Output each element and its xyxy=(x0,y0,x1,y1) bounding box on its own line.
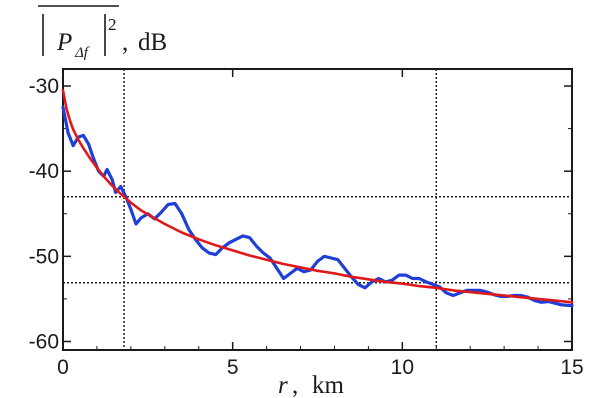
series-group xyxy=(61,89,574,308)
series-line-blue xyxy=(61,105,574,308)
x-tick-label: 5 xyxy=(227,356,239,379)
y-axis-title-sep: , xyxy=(122,29,128,56)
y-axis-title-subscript: Δf xyxy=(74,45,90,61)
y-tick-label: -50 xyxy=(29,245,59,268)
x-axis-title-var: r xyxy=(278,372,288,398)
series-line-red xyxy=(61,89,574,304)
x-tick-label: 10 xyxy=(391,356,414,379)
axis-ticks: 0 5 10 15 -30 -40 -50 -60 xyxy=(29,69,584,379)
y-tick-label: -60 xyxy=(29,330,59,353)
y-axis-title-unit: dB xyxy=(138,29,167,56)
x-tick-label: 0 xyxy=(57,356,69,379)
plot-frame xyxy=(62,68,573,351)
x-tick-label: 15 xyxy=(560,356,583,379)
x-axis-title-sep: , xyxy=(292,372,298,398)
y-tick-label: -40 xyxy=(29,160,59,183)
reference-lines xyxy=(63,69,572,350)
x-axis-title: r , km xyxy=(278,372,345,398)
x-axis-title-unit: km xyxy=(312,372,345,398)
y-axis-title-symbol: P xyxy=(56,29,72,56)
y-axis-title-power: 2 xyxy=(108,15,117,34)
y-tick-label: -30 xyxy=(29,75,59,98)
y-axis-title: P Δf 2 , dB xyxy=(38,5,167,61)
